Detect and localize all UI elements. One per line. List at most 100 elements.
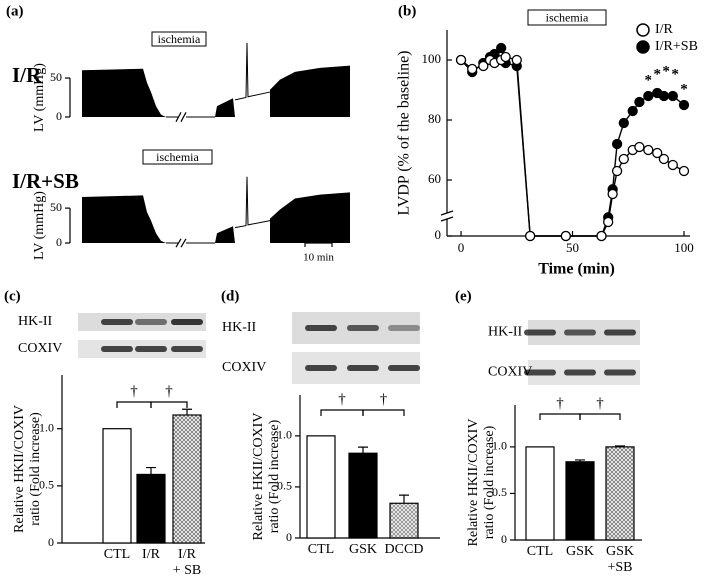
y-axis-label: Relative HKII/COXIV [12, 405, 27, 533]
significance-mark: * [662, 63, 670, 79]
pressure-trace [215, 98, 235, 117]
x-tick-label: CTL [308, 542, 334, 557]
error-bar [358, 446, 368, 454]
y-tick-label: 50 [50, 200, 62, 214]
blot-label: COXIV [222, 360, 266, 375]
break-mark [175, 112, 182, 122]
ischemia-label: ischemia [546, 10, 589, 24]
significance-mark: † [556, 395, 564, 411]
scale-bar-label: 10 min [303, 252, 334, 264]
bar [102, 428, 132, 544]
pressure-trace [82, 68, 166, 117]
data-point [618, 153, 629, 165]
significance-mark: † [130, 383, 138, 399]
blot-band [171, 346, 203, 352]
y-tick-label: 1.0 [277, 428, 292, 442]
legend-marker [636, 23, 650, 37]
bar [136, 473, 166, 544]
y-axis-label: LVDP (% of the baseline) [396, 51, 413, 216]
data-point [611, 165, 623, 177]
ischemia-box [527, 9, 607, 26]
ischemia-label: ischemia [156, 150, 199, 164]
significance-mark: † [338, 391, 346, 407]
y-tick-label: 0 [56, 109, 62, 123]
data-point [667, 159, 678, 171]
error-bar [399, 494, 409, 504]
error-bar [575, 459, 585, 462]
x-tick-label: CTL [104, 547, 130, 562]
blot-band [524, 329, 556, 336]
x-tick-label: GSK [349, 542, 377, 557]
legend-marker [636, 40, 650, 54]
pressure-trace [234, 176, 271, 229]
data-point [525, 230, 536, 242]
y-tick-label: 0 [48, 535, 54, 549]
y-tick-label: 0.5 [39, 478, 54, 492]
x-tick-label: GSK [566, 544, 594, 559]
significance-mark: * [680, 81, 688, 97]
axis-break-gap [442, 213, 452, 219]
blot-label: COXIV [488, 365, 532, 380]
error-bar [182, 408, 192, 415]
blot-band [347, 365, 379, 371]
bar [348, 452, 378, 539]
significance-mark: † [165, 383, 173, 399]
data-point [611, 138, 623, 150]
y-tick-label: 60 [428, 171, 441, 186]
blot-band [564, 329, 596, 336]
break-mark [440, 216, 454, 222]
bar [389, 502, 419, 539]
x-tick-label: DCCD [385, 542, 424, 557]
x-tick-label: + SB [173, 563, 202, 578]
break-mark [180, 112, 187, 122]
y-tick-label: 0.5 [492, 485, 507, 499]
blot-band [564, 369, 596, 376]
x-tick-label: CTL [527, 544, 553, 559]
blot-label: HK-II [222, 320, 257, 335]
panel-label: (a) [6, 3, 24, 19]
data-point [678, 165, 690, 177]
y-tick-label: 50 [50, 70, 62, 84]
pressure-trace [234, 42, 271, 101]
blot-band [305, 365, 337, 371]
trace-name: I/R+SB [12, 169, 79, 193]
y-axis-label: LV (mmHg) [32, 191, 47, 260]
data-point [658, 90, 670, 102]
blot-label: HK-II [488, 325, 523, 340]
y-tick-label: 1.0 [39, 420, 54, 434]
ischemia-box [151, 31, 207, 47]
y-tick-label: 100 [422, 51, 442, 66]
pressure-trace [215, 226, 235, 243]
blot-band [135, 319, 167, 325]
data-point [667, 90, 678, 102]
panel-label: (e) [455, 288, 472, 304]
x-tick-label: +SB [607, 560, 632, 575]
data-point [652, 147, 663, 159]
significance-bracket [362, 409, 405, 416]
x-tick-label: I/R [142, 547, 161, 562]
significance-mark: † [596, 395, 604, 411]
data-point [634, 96, 645, 108]
bar [565, 461, 595, 541]
data-point [560, 230, 571, 242]
y-tick-label: 0 [435, 227, 442, 242]
panel-label: (c) [4, 288, 21, 304]
break-mark [440, 210, 454, 216]
x-axis-label: Time (min) [538, 261, 615, 278]
data-point [658, 153, 670, 165]
ischemia-box [142, 149, 213, 165]
data-point [603, 216, 614, 228]
y-tick-label: 80 [428, 111, 441, 126]
pressure-trace [270, 65, 350, 117]
y-tick-label: 0 [501, 532, 507, 546]
significance-mark: * [645, 72, 653, 88]
legend-label: I/R [655, 22, 674, 37]
y-tick-label: 0 [286, 530, 292, 544]
data-point [455, 54, 467, 66]
blot-band [604, 329, 636, 336]
x-tick-label: 100 [674, 240, 694, 255]
blot-band [305, 325, 337, 331]
significance-bracket [539, 413, 581, 420]
y-axis-label: LV (mmHg) [32, 63, 47, 132]
data-point [467, 63, 478, 75]
